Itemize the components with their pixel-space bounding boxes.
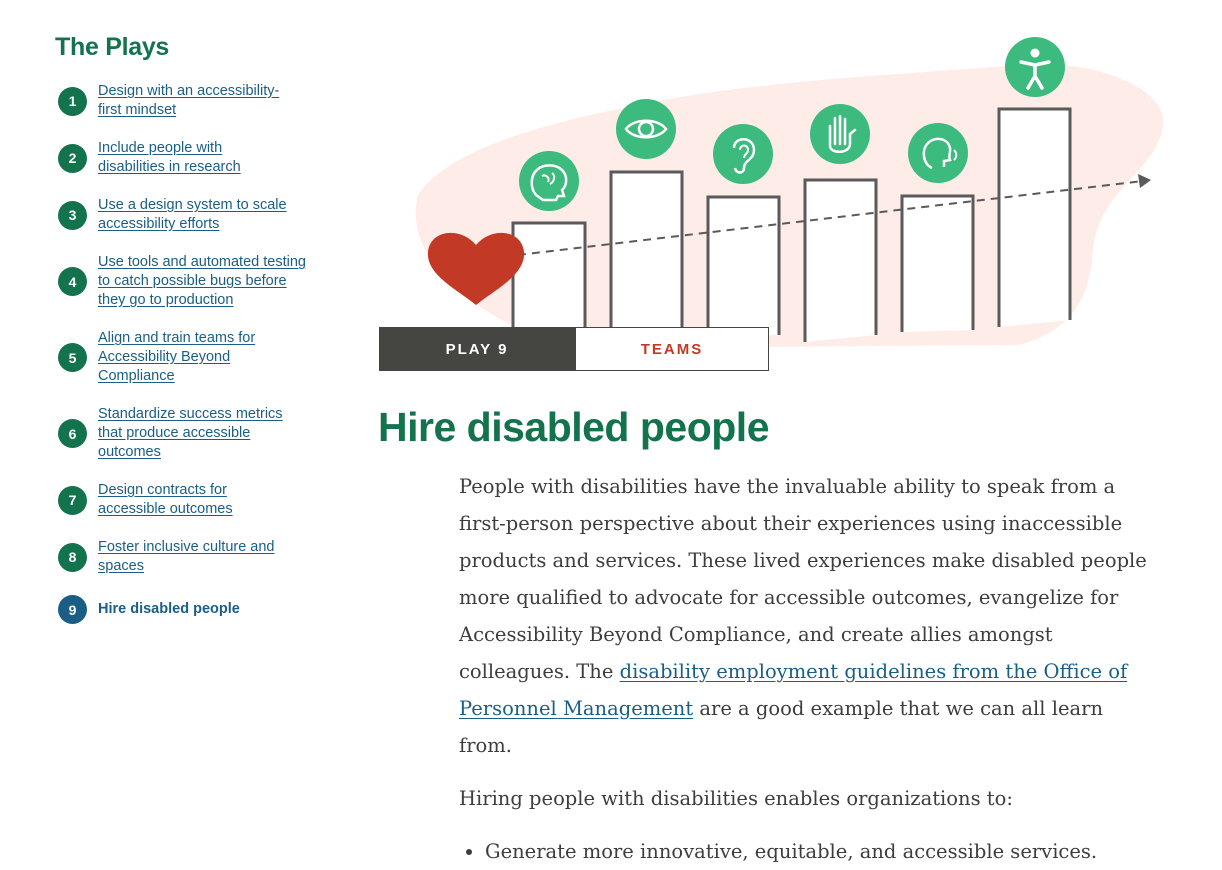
brain-icon [519,151,579,211]
play-link-6[interactable]: Standardize success metrics that produce… [98,406,283,460]
play-number-badge: 6 [58,419,87,448]
bar-1 [511,221,587,327]
play-category-tag: TEAMS [575,327,769,371]
main-content: People with disabilities have the invalu… [459,468,1149,870]
plays-list: 1 Design with an accessibility-first min… [55,82,325,624]
hero-graphic [415,37,1164,348]
benefits-list: Generate more innovative, equitable, and… [459,833,1149,870]
play-tags: PLAY 9 TEAMS [379,327,769,371]
play-number-badge: 3 [58,200,87,230]
play-number-badge: 2 [58,143,87,173]
hero-illustration [378,30,1178,375]
plays-sidebar: The Plays 1 Design with an accessibility… [55,33,325,643]
trend-arrowhead [1138,174,1151,188]
eye-icon [616,99,676,159]
play-item-2: 2 Include people with disabilities in re… [55,139,325,177]
play-link-4[interactable]: Use tools and automated testing to catch… [98,254,306,308]
list-item: Generate more innovative, equitable, and… [485,833,1149,870]
play-link-7[interactable]: Design contracts for accessible outcomes [98,482,233,517]
bar-6 [997,107,1072,327]
bar-4 [803,178,878,342]
play-item-5: 5 Align and train teams for Accessibilit… [55,329,325,386]
play-item-1: 1 Design with an accessibility-first min… [55,82,325,120]
hand-icon [810,104,870,164]
play-number-badge: 4 [58,267,87,296]
play-link-2[interactable]: Include people with disabilities in rese… [98,140,241,175]
speech-icon [908,123,968,183]
page-title: Hire disabled people [378,404,770,450]
play-link-5[interactable]: Align and train teams for Accessibility … [98,330,256,384]
play-item-7: 7 Design contracts for accessible outcom… [55,481,325,519]
sidebar-title: The Plays [55,33,170,61]
play-link-3[interactable]: Use a design system to scale accessibili… [98,197,287,232]
benefits-intro: Hiring people with disabilities enables … [459,787,1013,810]
play-number-tag: PLAY 9 [379,327,575,371]
heart-icon [427,232,525,305]
paragraph-text-end: are a good example that we can all learn… [459,697,1104,757]
play-number-badge: 1 [58,86,87,116]
intro-paragraph: People with disabilities have the invalu… [459,468,1149,764]
play-item-3: 3 Use a design system to scale accessibi… [55,196,325,234]
play-link-1[interactable]: Design with an accessibility-first minds… [98,83,280,118]
play-link-8[interactable]: Foster inclusive culture and spaces [98,539,275,574]
play-item-9-current: 9 Hire disabled people [55,595,325,624]
play-item-4: 4 Use tools and automated testing to cat… [55,253,325,310]
bar-5 [900,194,975,332]
play-item-8: 8 Foster inclusive culture and spaces [55,538,325,576]
play-number-badge: 5 [58,343,87,372]
bar-2 [609,170,684,327]
trend-line [517,180,1144,256]
ear-icon [713,124,773,184]
bar-3 [706,195,781,335]
play-number-badge: 8 [58,542,87,572]
play-number-badge: 9 [58,595,87,624]
play-item-6: 6 Standardize success metrics that produ… [55,405,325,462]
play-number-badge: 7 [58,485,87,515]
accessibility-person-icon [1005,37,1065,97]
opm-guidelines-link[interactable]: disability employment guidelines from th… [459,660,1128,720]
background-blob [415,64,1164,348]
play-link-9[interactable]: Hire disabled people [98,601,240,617]
paragraph-text: People with disabilities have the invalu… [459,475,1147,683]
